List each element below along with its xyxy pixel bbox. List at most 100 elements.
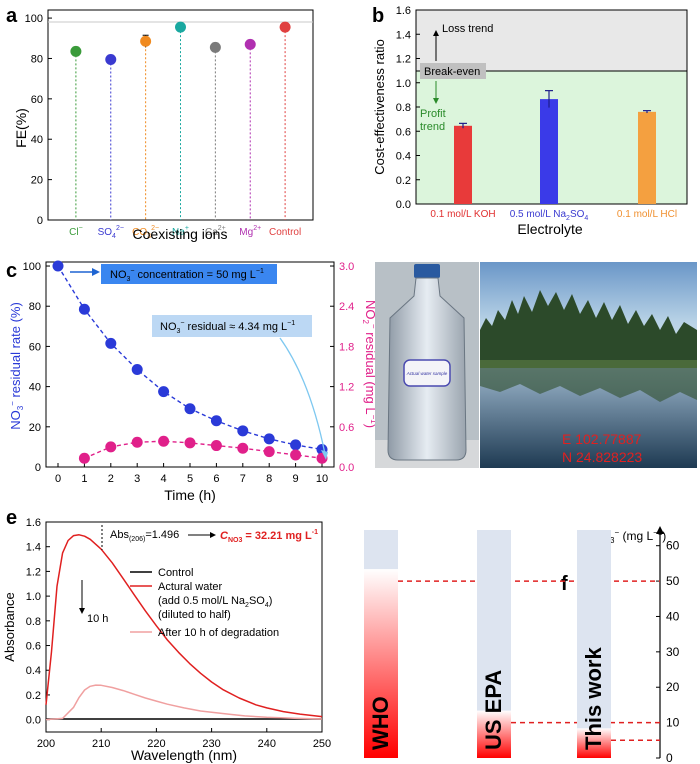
chart-c-ytick-right-label: 2.4 (339, 301, 354, 313)
legend-actual-3: (diluted to half) (158, 609, 231, 621)
panel-label-b: b (372, 5, 384, 27)
legend-after: After 10 h of degradation (158, 627, 279, 639)
chart-c-ytick-left-label: 20 (29, 422, 41, 434)
chart-b-bar (638, 111, 656, 204)
chart-a-cat-main: SO (98, 227, 113, 238)
bottle-label-text: Actual water sample (406, 371, 448, 376)
chart-f-bar-label: WHO (368, 696, 393, 750)
chart-f-bar-bg (577, 530, 611, 758)
chart-b-ytick-label: 1.2 (396, 54, 411, 66)
chart-c-point (158, 435, 170, 447)
chart-b-ytick-label: 1.6 (396, 5, 411, 17)
chart-c-point (131, 436, 143, 448)
chart-a-cat-main: CO (132, 227, 147, 238)
chart-c-point (263, 433, 275, 445)
chart-b-ylabel: Cost-effectiveness ratio (372, 39, 387, 175)
chart-e-xtick-label: 230 (202, 738, 220, 750)
chart-e-ytick-label: 0.4 (26, 665, 41, 677)
chart-c-ytick-right-label: 0.0 (339, 462, 354, 474)
chart-b-bar (540, 99, 558, 204)
chart-a-category-label: Cl− (69, 225, 83, 238)
chart-b-category-label: 0.5 mol/L Na2SO4 (510, 209, 589, 222)
chart-f-ytick-label: 50 (666, 574, 680, 588)
chart-e-xtick-label: 200 (37, 738, 55, 750)
chart-b-ytick-label: 0.4 (396, 151, 411, 163)
chart-e-ytick-label: 1.2 (26, 566, 41, 578)
chart-f-ytick-label: 0 (666, 751, 673, 764)
chart-a-cat-sup: + (185, 225, 189, 232)
chart-c-ytick-left-label: 100 (23, 261, 41, 273)
legend-actual-1: Actural water (158, 581, 223, 593)
chart-b-cat-main: 0.5 mol/L Na (510, 209, 567, 220)
chart-a-point (279, 21, 291, 33)
chart-f-ytick-label: 10 (666, 716, 680, 730)
chart-c-ylabel-left: NO3− residual rate (%) (8, 302, 25, 430)
chart-c-point (184, 437, 196, 449)
chart-a-cat-main: Cl (69, 227, 78, 238)
chart-a-cat-sup: 2− (151, 225, 159, 232)
chart-a-category-label: Control (269, 227, 301, 238)
chart-b-ytick-label: 1.4 (396, 29, 411, 41)
chart-a-category-label: CO32− (132, 225, 159, 240)
chart-c-xtick-label: 10 (316, 473, 328, 485)
chart-c-point (78, 452, 90, 464)
chart-a-cat-sub: 4 (112, 233, 116, 240)
chart-a-cat-sub: 3 (147, 233, 151, 240)
chart-a-point (175, 21, 186, 33)
photo-coord-e: E 102.77887 (562, 431, 642, 447)
chart-c-ytick-right-label: 1.2 (339, 382, 354, 394)
chart-e-ylabel: Absorbance (2, 592, 17, 661)
chart-c-point (210, 440, 222, 452)
chart-c-xtick-label: 1 (81, 473, 87, 485)
chart-c-point (52, 260, 64, 272)
photo-coord-n: N 24.828223 (562, 449, 642, 465)
chart-f-bar-fill (364, 569, 398, 758)
chart-c-point (210, 415, 222, 427)
panel-label-c: c (6, 260, 17, 282)
chart-e-ytick-label: 0.2 (26, 690, 41, 702)
chart-c-ylabel-right: NO2− residual (mg L−1) (361, 300, 378, 428)
chart-c-ytick-left-label: 0 (35, 462, 41, 474)
chart-f-bar-label: This work (581, 647, 606, 750)
residual-label: NO3− residual ≈ 4.34 mg L−1 (160, 320, 295, 335)
concentration-label: NO3− concentration = 50 mg L−1 (110, 268, 264, 283)
residual-pointer (279, 337, 326, 455)
chart-f-bar-label: US EPA (481, 670, 506, 750)
chart-c-point (237, 425, 249, 437)
chart-b-cat-tail: SO (570, 209, 585, 220)
chart-c-point (105, 441, 117, 453)
chart-a-point (140, 35, 152, 47)
chart-c-xtick-label: 0 (55, 473, 61, 485)
chart-c-ytick-left-label: 80 (29, 301, 41, 313)
chart-c-point (184, 403, 196, 415)
chart-c: 0 20 40 60 80 100 0.0 0.6 1.2 1.8 2.4 3.0 0 1 2 3 4 5 6 7 8 9… (8, 260, 378, 503)
chart-b-cat-sub: 2 (566, 215, 570, 222)
chart-b-loss-zone (416, 10, 687, 71)
profit-trend-label-2: trend (420, 121, 445, 133)
chart-e-ytick-label: 0.0 (26, 715, 41, 727)
chart-b-ytick-label: 0.8 (396, 102, 411, 114)
chart-c-point (105, 337, 117, 349)
concentration-result: CNO3 = 32.21 mg L-1 (220, 529, 318, 544)
chart-b-category-label: 0.1 mol/L HCl (617, 209, 677, 220)
chart-c-xtick-label: 8 (266, 473, 272, 485)
chart-a-ytick-label: 20 (31, 175, 43, 187)
chart-c-point (290, 439, 302, 451)
chart-a-ylabel: FE(%) (13, 108, 29, 148)
chart-f-ytick-label: 30 (666, 645, 680, 659)
panel-label-a: a (6, 5, 18, 27)
chart-c-point (78, 303, 90, 315)
chart-b: 0.0 0.2 0.4 0.6 0.8 1.0 1.2 1.4 1.6 Break-even L… (372, 5, 688, 237)
residual-pointer-head (321, 450, 328, 460)
chart-a-category-label: SO42− (98, 225, 124, 240)
chart-f-ytick-label: 40 (666, 609, 680, 623)
chart-a-point (209, 41, 221, 53)
bottle-label (403, 359, 451, 387)
chart-b-cat-main: 0.1 mol/L KOH (430, 209, 495, 220)
chart-c-xtick-label: 7 (240, 473, 246, 485)
chart-c-series-line (84, 440, 323, 459)
chart-f-bar-fill (477, 710, 511, 758)
chart-a-ytick-label: 80 (31, 53, 43, 65)
